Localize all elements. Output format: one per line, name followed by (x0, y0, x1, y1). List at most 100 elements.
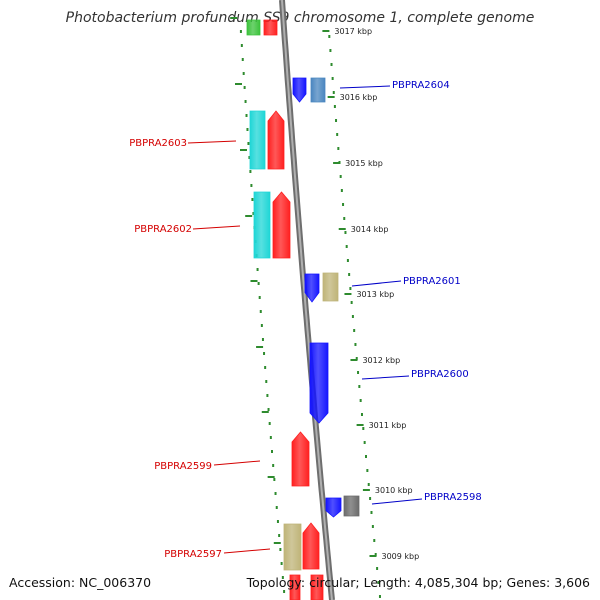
gene-arrow-pbpra2598-b[interactable] (343, 495, 360, 517)
scale-label: 3017 kbp (334, 27, 372, 36)
track-dot-left (264, 366, 267, 369)
track-dot-left (239, 30, 242, 33)
track-dot-right (335, 119, 338, 122)
scale-label: 3015 kbp (345, 159, 383, 168)
track-dot-right (331, 77, 334, 80)
track-dot-left (260, 324, 263, 327)
scale-tick-left (261, 411, 269, 413)
scale-label: 3010 kbp (375, 486, 413, 495)
track-dot-left (245, 114, 248, 117)
scale-tick (369, 555, 377, 557)
track-dot-right (346, 259, 349, 262)
gene-arrow-pbpra2597-b[interactable] (302, 522, 320, 570)
gene-arrow-bottom-b[interactable] (310, 574, 324, 600)
gene-arrow-top-red[interactable] (263, 19, 278, 36)
scale-label: 3012 kbp (362, 356, 400, 365)
scale-tick-left (234, 83, 242, 85)
gene-leader-line (361, 375, 410, 380)
track-dot-left (266, 394, 269, 397)
gene-label-pbpra2601[interactable]: PBPRA2601 (403, 276, 461, 287)
gene-leader-line (187, 140, 237, 144)
gene-label-pbpra2600[interactable]: PBPRA2600 (411, 369, 469, 380)
gene-arrow-pbpra2602-a[interactable] (253, 191, 271, 259)
gene-arrow-top-green[interactable] (246, 19, 261, 36)
gene-leader-line (351, 280, 402, 287)
gene-arrow-pbpra2604-b[interactable] (310, 77, 326, 103)
scale-label: 3009 kbp (381, 552, 419, 561)
track-dot-left (240, 44, 243, 47)
scale-tick-left (267, 476, 275, 478)
track-dot-right (355, 357, 358, 360)
scale-tick-left (256, 346, 264, 348)
gene-arrow-pbpra2598-a[interactable] (325, 497, 342, 518)
gene-label-pbpra2598[interactable]: PBPRA2598 (424, 492, 482, 503)
track-dot-left (278, 534, 281, 537)
gene-arrow-pbpra2603-b[interactable] (267, 110, 285, 170)
track-dot-left (281, 576, 284, 579)
gene-label-pbpra2597[interactable]: PBPRA2597 (164, 549, 222, 560)
scale-tick-left (240, 149, 248, 151)
track-dot-right (363, 441, 366, 444)
gene-arrow-pbpra2597-a[interactable] (283, 523, 302, 571)
track-dot-left (252, 212, 255, 215)
track-dot-left (241, 58, 244, 61)
scale-tick-left (250, 280, 258, 282)
track-dot-left (280, 562, 283, 565)
track-dot-left (261, 338, 264, 341)
gene-arrow-pbpra2600[interactable] (309, 342, 329, 424)
gene-label-pbpra2604[interactable]: PBPRA2604 (392, 80, 450, 91)
gene-arrow-pbpra2602-b[interactable] (272, 191, 291, 259)
gene-leader-line (339, 85, 391, 89)
track-dot-left (257, 282, 260, 285)
track-dot-right (359, 399, 362, 402)
scale-label: 3013 kbp (356, 290, 394, 299)
track-dot-right (357, 371, 360, 374)
track-dot-right (337, 147, 340, 150)
gene-arrow-bottom-a[interactable] (289, 574, 301, 600)
gene-leader-line (213, 460, 261, 466)
track-dot-right (367, 483, 370, 486)
gene-arrow-pbpra2604-a[interactable] (292, 77, 307, 103)
track-dot-left (271, 450, 273, 453)
track-dot-left (267, 408, 270, 411)
gene-arrow-pbpra2603-a[interactable] (249, 110, 266, 170)
track-dot-right (362, 427, 365, 430)
track-dot-left (263, 352, 266, 355)
track-dot-left (250, 184, 253, 187)
track-dot-right (345, 245, 348, 248)
track-dot-right (377, 581, 380, 584)
track-dot-right (350, 301, 353, 304)
gene-label-pbpra2602[interactable]: PBPRA2602 (134, 224, 192, 235)
track-dot-left (244, 100, 247, 103)
track-dot-right (378, 595, 381, 598)
track-dot-left (268, 422, 271, 425)
track-dot-left (258, 296, 261, 299)
track-dot-left (272, 464, 275, 467)
track-dot-left (249, 170, 252, 173)
track-dot-left (243, 86, 246, 89)
track-dot-left (274, 492, 277, 495)
track-dot-right (373, 539, 376, 542)
track-dot-right (370, 511, 373, 514)
track-dot-right (354, 343, 357, 346)
track-dot-left (265, 380, 268, 383)
gene-arrow-pbpra2601-a[interactable] (304, 273, 320, 303)
track-dot-left (246, 128, 249, 131)
gene-arrow-pbpra2599[interactable] (291, 431, 310, 487)
track-dot-right (366, 469, 369, 472)
track-dot-right (328, 35, 331, 38)
track-dot-left (276, 520, 279, 523)
track-dot-right (329, 49, 332, 52)
gene-arrow-pbpra2601-b[interactable] (322, 272, 339, 302)
scale-tick-left (273, 542, 281, 544)
genome-summary-text: Topology: circular; Length: 4,085,304 bp… (246, 575, 590, 590)
track-dot-left (251, 198, 254, 201)
track-dot-right (330, 63, 333, 66)
gene-label-pbpra2603[interactable]: PBPRA2603 (129, 138, 187, 149)
scale-tick (322, 30, 330, 32)
gene-leader-line (223, 548, 271, 554)
gene-leader-line (192, 225, 241, 230)
gene-label-pbpra2599[interactable]: PBPRA2599 (154, 461, 212, 472)
track-dot-right (349, 287, 352, 290)
